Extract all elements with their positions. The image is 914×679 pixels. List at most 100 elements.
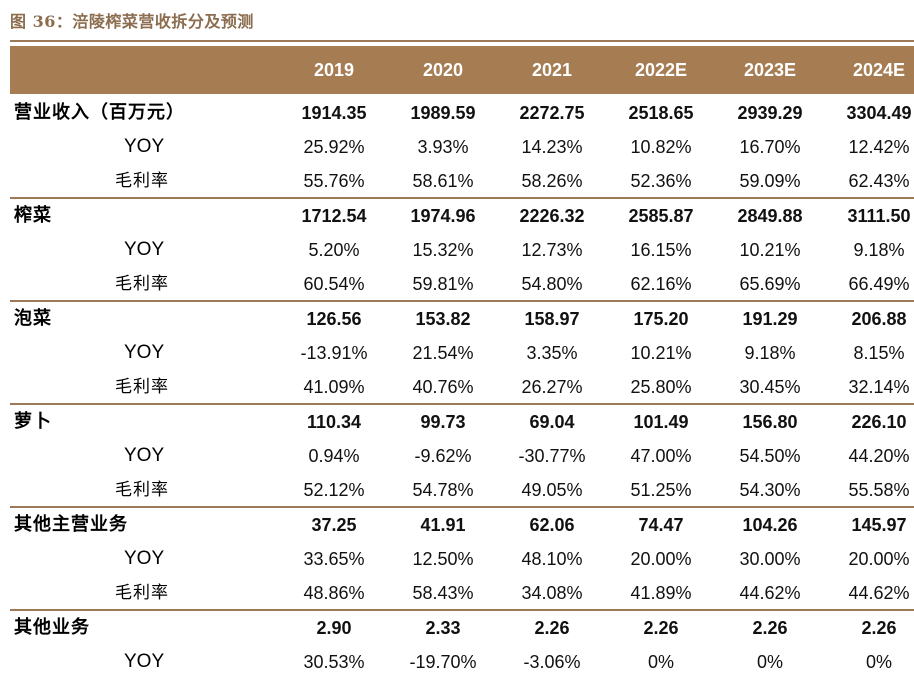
table-cell: 20.00% bbox=[848, 549, 910, 569]
figure-title: 图 36：涪陵榨菜营收拆分及预测 bbox=[10, 12, 254, 31]
column-header-2023e: 2023E bbox=[743, 60, 797, 80]
table-row-yoy: YOY 30.53% -19.70% -3.06% 0% 0% 0% bbox=[10, 645, 914, 679]
table-cell: 74.47 bbox=[638, 515, 684, 535]
row-label: YOY bbox=[124, 136, 165, 157]
table-cell: 59.09% bbox=[739, 171, 801, 191]
table-cell: 12.42% bbox=[848, 137, 910, 157]
table-cell: 2.26 bbox=[643, 618, 679, 638]
table-cell: 158.97 bbox=[524, 309, 580, 329]
table-cell: 52.36% bbox=[630, 171, 692, 191]
group-divider bbox=[10, 403, 914, 405]
table-cell: 0% bbox=[647, 652, 674, 672]
table-cell: 30.45% bbox=[739, 377, 801, 397]
table-cell: 59.81% bbox=[412, 274, 474, 294]
table-cell: 1712.54 bbox=[301, 206, 367, 226]
table-cell: 153.82 bbox=[415, 309, 471, 329]
table-cell: 2.33 bbox=[425, 618, 461, 638]
table-cell: 206.88 bbox=[851, 309, 907, 329]
table-cell: 58.43% bbox=[412, 583, 474, 603]
table-cell: 110.34 bbox=[306, 412, 362, 432]
table-cell: 58.61% bbox=[412, 171, 474, 191]
table-row-category: 萝卜 110.34 99.73 69.04 101.49 156.80 226.10 bbox=[10, 405, 914, 439]
row-label: 毛利率 bbox=[115, 171, 169, 191]
table-row-gross-margin: 毛利率 48.86% 58.43% 34.08% 41.89% 44.62% 44.62% bbox=[10, 576, 914, 610]
table-cell: 41.09% bbox=[303, 377, 365, 397]
table-cell: 99.73 bbox=[420, 412, 466, 432]
table-row-gross-margin: 毛利率 41.09% 40.76% 26.27% 25.80% 30.45% 32.14% bbox=[10, 370, 914, 404]
table-cell: 30.00% bbox=[739, 549, 801, 569]
table-cell: 2.26 bbox=[752, 618, 788, 638]
table-cell: -3.06% bbox=[523, 652, 581, 672]
table-cell: 32.14% bbox=[848, 377, 910, 397]
table-cell: 21.54% bbox=[412, 343, 474, 363]
row-label: YOY bbox=[124, 342, 165, 363]
table-cell: 34.08% bbox=[521, 583, 583, 603]
table-cell: 2272.75 bbox=[519, 103, 585, 123]
table-cell: 10.21% bbox=[739, 240, 801, 260]
table-cell: 62.43% bbox=[848, 171, 910, 191]
table-cell: 47.00% bbox=[630, 446, 692, 466]
table-cell: 20.00% bbox=[630, 549, 692, 569]
table-cell: 58.26% bbox=[521, 171, 583, 191]
table-cell: 2939.29 bbox=[737, 103, 803, 123]
table-cell: 2.26 bbox=[861, 618, 897, 638]
table-row-gross-margin: 毛利率 52.12% 54.78% 49.05% 51.25% 54.30% 55.58% bbox=[10, 473, 914, 507]
table-row-category: 营业收入（百万元） 1914.35 1989.59 2272.75 2518.65 293… bbox=[10, 96, 914, 130]
table-cell: 30.53% bbox=[303, 652, 365, 672]
table-cell: 69.04 bbox=[529, 412, 575, 432]
table-cell: 1914.35 bbox=[301, 103, 367, 123]
table-cell: 3.93% bbox=[417, 137, 469, 157]
title-divider bbox=[10, 40, 914, 42]
row-label: YOY bbox=[124, 651, 165, 672]
table-cell: 2.90 bbox=[316, 618, 352, 638]
table-cell: 3304.49 bbox=[846, 103, 912, 123]
table-cell: 62.16% bbox=[630, 274, 692, 294]
column-header-2020: 2020 bbox=[422, 60, 464, 80]
column-header-2021: 2021 bbox=[531, 60, 573, 80]
table-row-category: 泡菜 126.56 153.82 158.97 175.20 191.29 206.88 bbox=[10, 302, 914, 336]
column-header-2022e: 2022E bbox=[634, 60, 688, 80]
table-cell: 15.32% bbox=[412, 240, 474, 260]
group-divider bbox=[10, 506, 914, 508]
table-cell: 44.20% bbox=[848, 446, 910, 466]
table-cell: 49.05% bbox=[521, 480, 583, 500]
table-cell: 33.65% bbox=[303, 549, 365, 569]
row-label: YOY bbox=[124, 548, 165, 569]
table-cell: 44.62% bbox=[739, 583, 801, 603]
table-cell: 2226.32 bbox=[519, 206, 585, 226]
table-cell: 25.80% bbox=[630, 377, 692, 397]
table-cell: 9.18% bbox=[853, 240, 905, 260]
row-label: 毛利率 bbox=[115, 480, 169, 500]
table-cell: 5.20% bbox=[308, 240, 360, 260]
table-cell: 10.21% bbox=[630, 343, 692, 363]
table-cell: 175.20 bbox=[633, 309, 689, 329]
table-cell: -13.91% bbox=[300, 343, 368, 363]
table-cell: -30.77% bbox=[518, 446, 586, 466]
row-label: 毛利率 bbox=[115, 274, 169, 294]
table-cell: 26.27% bbox=[521, 377, 583, 397]
table-cell: 14.23% bbox=[521, 137, 583, 157]
table-cell: 0% bbox=[865, 652, 892, 672]
table-cell: 101.49 bbox=[633, 412, 689, 432]
table-cell: 1989.59 bbox=[410, 103, 476, 123]
table-cell: 156.80 bbox=[742, 412, 798, 432]
table-cell: 37.25 bbox=[311, 515, 357, 535]
table-cell: 44.62% bbox=[848, 583, 910, 603]
table-row-yoy: YOY 5.20% 15.32% 12.73% 16.15% 10.21% 9.18% bbox=[10, 233, 914, 267]
table-cell: -9.62% bbox=[414, 446, 472, 466]
table-cell: 55.76% bbox=[303, 171, 365, 191]
table-row-yoy: YOY 0.94% -9.62% -30.77% 47.00% 54.50% 44.20% bbox=[10, 439, 914, 473]
table-cell: 48.86% bbox=[303, 583, 365, 603]
table-cell: 62.06 bbox=[529, 515, 575, 535]
group-divider bbox=[10, 300, 914, 302]
table-row-yoy: YOY -13.91% 21.54% 3.35% 10.21% 9.18% 8.15% bbox=[10, 336, 914, 370]
table-cell: 2585.87 bbox=[628, 206, 694, 226]
table-cell: 0% bbox=[756, 652, 783, 672]
table-cell: 126.56 bbox=[306, 309, 362, 329]
table-row-category: 其他主营业务 37.25 41.91 62.06 74.47 104.26 145.97 bbox=[10, 508, 914, 542]
table-cell: 226.10 bbox=[851, 412, 907, 432]
table-row-yoy: YOY 25.92% 3.93% 14.23% 10.82% 16.70% 12.42% bbox=[10, 130, 914, 164]
table-row-category: 榨菜 1712.54 1974.96 2226.32 2585.87 2849.88 311… bbox=[10, 199, 914, 233]
row-label: 其他业务 bbox=[14, 617, 90, 638]
table-cell: 41.89% bbox=[630, 583, 692, 603]
